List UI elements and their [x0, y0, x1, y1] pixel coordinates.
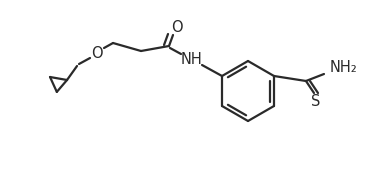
Text: NH₂: NH₂ [330, 60, 358, 74]
Text: O: O [91, 45, 103, 61]
Text: S: S [311, 94, 320, 108]
Text: NH: NH [180, 52, 202, 66]
Text: O: O [171, 19, 183, 35]
